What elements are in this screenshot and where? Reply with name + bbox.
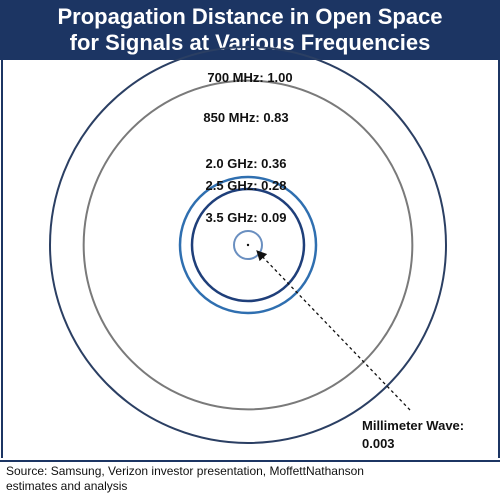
source-note: Source: Samsung, Verizon investor presen… — [6, 464, 494, 494]
diagram-frame — [1, 60, 500, 458]
label-3-5ghz: 3.5 GHz: 0.09 — [206, 210, 287, 225]
source-line-2: estimates and analysis — [6, 479, 128, 493]
circle-2-5ghz — [190, 187, 306, 303]
millimeter-wave-label: Millimeter Wave: — [362, 418, 464, 433]
circle-3-5ghz — [233, 230, 263, 260]
source-line-1: Source: Samsung, Verizon investor presen… — [6, 464, 364, 478]
circle-700mhz — [49, 46, 447, 444]
label-2-0ghz: 2.0 GHz: 0.36 — [206, 156, 287, 171]
millimeter-wave-value: 0.003 — [362, 436, 395, 451]
circle-850mhz — [82, 79, 414, 411]
label-2-5ghz: 2.5 GHz: 0.28 — [206, 178, 287, 193]
millimeter-wave-arrow — [256, 250, 411, 411]
footer-rule — [0, 460, 500, 462]
title-banner: Propagation Distance in Open Space for S… — [0, 0, 500, 60]
label-700mhz: 700 MHz: 1.00 — [207, 70, 292, 85]
title-line-1: Propagation Distance in Open Space — [57, 4, 443, 29]
millimeter-wave-circle — [246, 243, 250, 247]
circle-2-0ghz — [178, 175, 318, 315]
label-850mhz: 850 MHz: 0.83 — [203, 110, 288, 125]
title-line-2: for Signals at Various Frequencies — [69, 30, 431, 55]
